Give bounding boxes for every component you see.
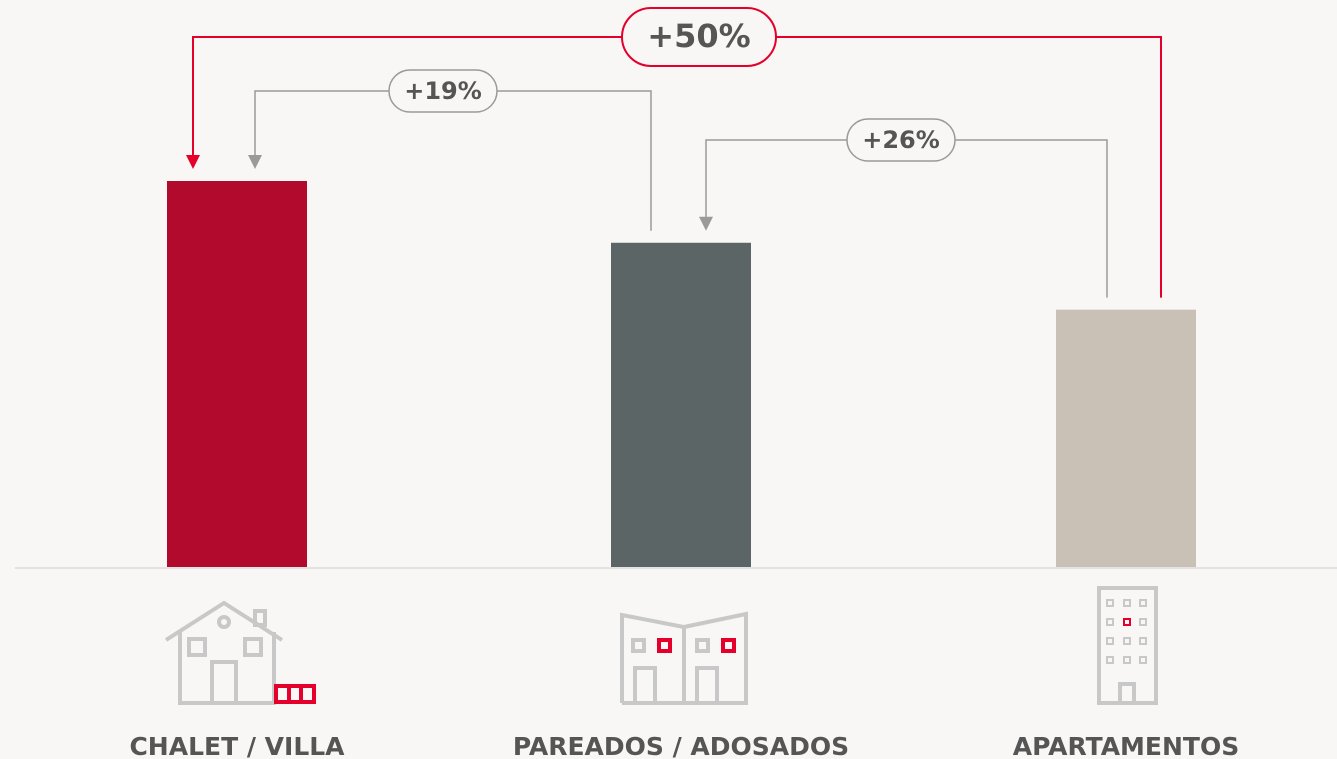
arrow-head (186, 155, 200, 169)
bar (1056, 309, 1196, 567)
x-tick-label: CHALET / VILLA (129, 732, 345, 759)
x-tick-label: APARTAMENTOS (1013, 732, 1240, 759)
annotation-label: +19% (404, 77, 482, 105)
bar (167, 181, 307, 567)
bar (611, 242, 751, 567)
icon-apartamentos (1097, 586, 1158, 705)
annotation-label: +26% (862, 126, 940, 154)
annotation-pill (388, 69, 498, 113)
annotation-label: +50% (647, 17, 750, 55)
arrow-head (699, 216, 713, 231)
annotation-pill (846, 118, 956, 162)
x-tick-label: PAREADOS / ADOSADOS (513, 732, 849, 759)
icon-pareados (620, 611, 748, 705)
arrow-head (248, 155, 262, 169)
icon-chalet (164, 600, 316, 705)
annotation-pill (621, 7, 777, 67)
